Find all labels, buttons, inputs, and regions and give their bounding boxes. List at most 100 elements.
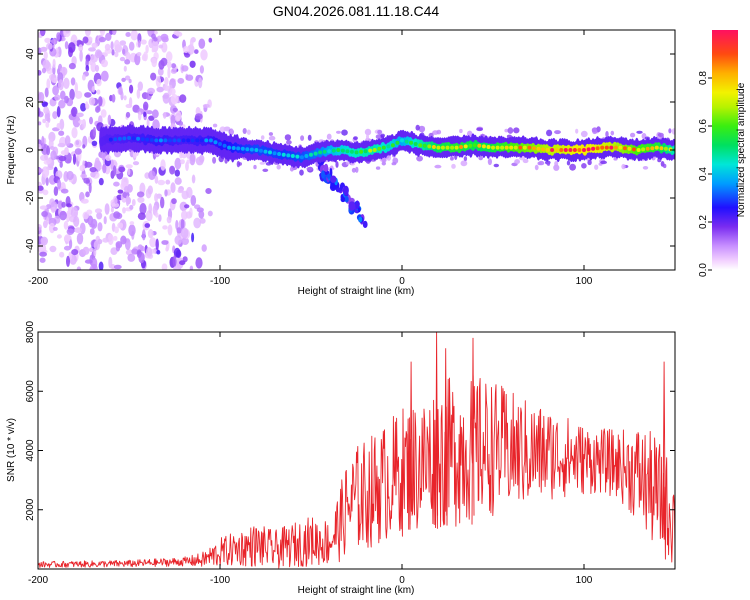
spectrogram-noise-blob	[165, 179, 171, 185]
spectrogram-ridge-core	[354, 150, 359, 155]
spectrogram-noise-blob	[164, 76, 169, 86]
spectrogram-noise-blob	[73, 216, 80, 227]
spectrogram-noise-blob	[110, 159, 114, 171]
spectrogram-ridge-core	[641, 147, 646, 152]
spectrogram-noise-blob	[38, 143, 42, 151]
spectrogram-ridge-core	[668, 147, 673, 152]
spectrogram-ridge-core	[650, 146, 655, 151]
spectrogram-noise-blob	[351, 167, 356, 173]
spectrogram-noise-blob	[566, 160, 571, 166]
spectrogram-ridge-core	[345, 149, 350, 154]
spectrogram-ridge-core	[632, 147, 636, 152]
spectrogram-noise-blob	[113, 235, 118, 241]
y-tick-label: -20	[25, 190, 36, 205]
spectrogram-ridge-core	[500, 145, 505, 150]
spectrogram-ridge-core	[231, 146, 236, 150]
spectrogram-noise-blob	[89, 116, 93, 125]
spectrogram-ridge-core	[268, 150, 272, 155]
spectrogram-noise-blob	[180, 218, 185, 230]
spectrogram-noise-blob	[96, 89, 101, 95]
spectrogram-noise-blob	[56, 105, 61, 118]
spectrogram-noise-blob	[103, 216, 107, 225]
spectrogram-noise-blob	[44, 111, 50, 122]
spectrogram-noise-blob	[88, 97, 96, 106]
spectrogram-tail-blob	[326, 173, 331, 179]
spectrogram-noise-blob	[58, 155, 67, 162]
spectrogram-ridge-core	[481, 144, 486, 149]
spectrogram-noise-blob	[121, 77, 126, 82]
spectrogram-noise-blob	[174, 177, 182, 185]
spectrogram-noise-blob	[139, 203, 147, 215]
spectrogram-noise-blob	[236, 160, 241, 168]
spectrogram-noise-blob	[80, 198, 89, 204]
spectrogram-ridge-core	[340, 148, 345, 153]
spectrogram-ridge-core	[572, 148, 577, 152]
spectrogram-ridge-core	[199, 138, 204, 143]
spectrogram-noise-blob	[353, 136, 358, 141]
spectrogram-noise-blob	[63, 30, 71, 38]
spectrogram-ridge-core	[304, 154, 309, 158]
spectrogram-ridge-core	[400, 138, 404, 143]
spectrogram-noise-blob	[67, 158, 72, 164]
spectrogram-noise-blob	[242, 128, 247, 134]
spectrogram-tail-blob	[340, 196, 346, 203]
spectrogram-noise-blob	[161, 42, 168, 53]
spectrogram-noise-blob	[39, 251, 47, 257]
spectrogram-noise-blob	[460, 160, 468, 167]
spectrogram-noise-blob	[110, 247, 118, 256]
spectrogram-noise-blob	[89, 60, 93, 66]
spectrogram-noise-blob	[42, 118, 47, 124]
spectrogram-noise-blob	[487, 158, 492, 166]
spectrogram-noise-blob	[176, 227, 182, 234]
snr-x-axis-label: Height of straight line (km)	[298, 585, 415, 596]
spectrogram-tail-blob	[355, 200, 360, 209]
spectrogram-noise-blob	[70, 77, 76, 86]
spectrogram-noise-blob	[202, 103, 210, 108]
spectrogram-noise-blob	[189, 265, 194, 270]
spectrogram-ridge-core	[313, 151, 318, 156]
spectrogram-noise-blob	[151, 47, 155, 53]
spectrogram-noise-blob	[107, 114, 112, 126]
spectrogram-ridge-core	[613, 145, 618, 150]
spectrogram-noise-blob	[194, 49, 199, 54]
spectrogram-ridge-core	[195, 138, 200, 143]
spectrogram-noise-blob	[355, 166, 359, 173]
spectrogram-noise-blob	[129, 84, 134, 94]
spectrogram-ridge-core	[258, 148, 263, 153]
spectrogram-noise-blob	[174, 169, 180, 177]
spectrogram-noise-blob	[184, 204, 190, 209]
spectrogram-noise-blob	[117, 189, 124, 194]
spectrogram-noise-blob	[169, 165, 176, 175]
spectrogram-noise-blob	[610, 130, 615, 136]
spectrogram-noise-blob	[154, 193, 159, 203]
spectrogram-noise-blob	[205, 188, 212, 194]
spectrogram-noise-blob	[230, 128, 234, 135]
spectrogram-noise-blob	[132, 150, 137, 159]
spectrogram-noise-blob	[189, 38, 194, 48]
spectrogram-noise-blob	[50, 150, 57, 161]
spectrogram-noise-blob	[80, 173, 88, 179]
spectrogram-ridge-core	[140, 137, 145, 142]
spectrogram-noise-blob	[169, 88, 176, 96]
spectrogram-noise-blob	[114, 51, 119, 58]
spectrogram-noise-blob	[534, 164, 539, 171]
spectrogram-noise-blob	[306, 167, 313, 171]
spectrogram-ridge-core	[504, 145, 509, 150]
spectrogram-ridge-core	[486, 145, 491, 149]
spectrogram-noise-blob	[63, 220, 69, 230]
colorbar-tick-label: 0.4	[698, 167, 709, 181]
spectrogram-noise-blob	[85, 64, 90, 72]
spectrogram-noise-blob	[193, 217, 202, 229]
spectrogram-noise-blob	[114, 197, 118, 205]
spectrogram-noise-blob	[137, 196, 145, 203]
spectrogram-tail-blob	[362, 220, 368, 228]
spectrogram-noise-blob	[170, 94, 179, 105]
spectrogram-noise-blob	[194, 113, 203, 120]
spectrogram-noise-blob	[146, 247, 153, 257]
spectrogram-tail-blob	[335, 188, 342, 193]
spectrogram-noise-blob	[46, 42, 53, 50]
spectrogram-noise-blob	[58, 79, 64, 91]
spectrogram-tail-blob	[324, 163, 329, 172]
spectrogram-ridge-core	[541, 147, 545, 152]
spectrogram-noise-blob	[186, 159, 191, 164]
